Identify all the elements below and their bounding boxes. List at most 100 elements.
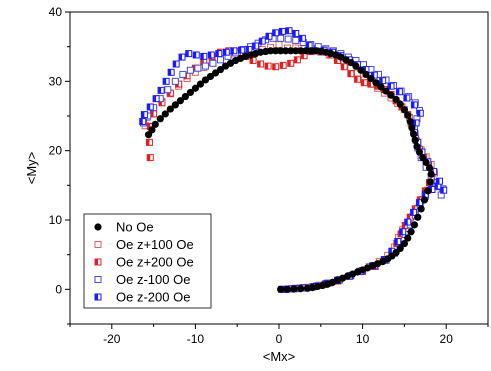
data-point bbox=[396, 100, 404, 108]
data-point bbox=[206, 72, 215, 81]
legend-marker bbox=[94, 293, 102, 301]
data-point bbox=[427, 170, 435, 178]
data-point bbox=[394, 237, 402, 245]
data-point bbox=[372, 79, 380, 87]
data-point bbox=[216, 65, 225, 74]
y-tick-label: 20 bbox=[49, 144, 63, 158]
data-point bbox=[277, 34, 285, 42]
legend: No Oe Oe z+100 Oe Oe z+200 Oe Oe z-100 Oe Oe… bbox=[83, 213, 212, 309]
data-point bbox=[207, 51, 215, 59]
data-point bbox=[167, 68, 175, 76]
data-point bbox=[191, 84, 199, 92]
data-point bbox=[201, 62, 209, 70]
data-point bbox=[146, 154, 154, 162]
data-point bbox=[186, 88, 194, 97]
legend-label: Oe z-100 Oe bbox=[116, 272, 190, 287]
data-point bbox=[387, 91, 395, 99]
y-tick-label: 10 bbox=[49, 213, 63, 227]
data-point bbox=[411, 136, 419, 144]
data-point bbox=[404, 218, 412, 226]
data-point bbox=[290, 285, 298, 293]
y-tick-label: 40 bbox=[49, 5, 63, 19]
data-point bbox=[194, 64, 202, 72]
legend-label: Oe z+200 Oe bbox=[116, 255, 194, 270]
data-point bbox=[221, 62, 230, 70]
data-point bbox=[196, 80, 205, 88]
data-point bbox=[400, 106, 408, 114]
data-point bbox=[403, 94, 411, 102]
data-point bbox=[287, 59, 295, 67]
data-point bbox=[292, 47, 300, 55]
data-point bbox=[340, 63, 348, 71]
data-point bbox=[181, 92, 189, 101]
y-tick-label: 0 bbox=[55, 282, 62, 296]
data-point bbox=[277, 285, 285, 293]
data-point bbox=[275, 41, 283, 49]
data-point bbox=[151, 120, 159, 128]
data-point bbox=[297, 285, 305, 293]
data-point bbox=[419, 154, 427, 162]
y-tick-label: 30 bbox=[49, 74, 63, 88]
data-point bbox=[362, 70, 370, 78]
legend-label: Oe z+100 Oe bbox=[116, 237, 194, 252]
x-tick-label: -10 bbox=[187, 332, 205, 346]
data-point bbox=[283, 285, 291, 293]
legend-label: No Oe bbox=[116, 220, 154, 235]
x-axis: -20 -10 0 10 20 bbox=[69, 324, 489, 346]
data-point bbox=[185, 50, 193, 58]
data-point bbox=[404, 234, 412, 242]
data-point bbox=[257, 60, 265, 68]
legend-marker bbox=[94, 241, 102, 248]
data-point bbox=[408, 124, 416, 132]
data-point bbox=[215, 50, 223, 58]
data-point bbox=[424, 187, 432, 195]
data-point bbox=[264, 62, 272, 70]
data-point bbox=[178, 53, 186, 61]
data-point bbox=[377, 83, 385, 91]
data-point bbox=[395, 88, 403, 96]
x-tick-label: 10 bbox=[356, 332, 370, 346]
legend-label: Oe z-200 Oe bbox=[116, 290, 190, 305]
data-point bbox=[400, 239, 408, 248]
data-point bbox=[414, 213, 422, 221]
data-point bbox=[166, 105, 174, 113]
data-point bbox=[156, 115, 164, 123]
x-tick-label: 0 bbox=[276, 332, 283, 346]
data-point bbox=[440, 186, 448, 194]
data-point bbox=[404, 111, 412, 119]
data-point bbox=[426, 178, 434, 186]
data-point bbox=[387, 82, 395, 90]
data-point bbox=[367, 74, 375, 83]
data-point bbox=[285, 27, 293, 35]
data-point bbox=[171, 77, 179, 85]
data-point bbox=[265, 32, 273, 40]
data-point bbox=[179, 70, 187, 78]
data-point bbox=[417, 205, 425, 213]
legend-marker bbox=[94, 258, 102, 266]
x-axis-title: <Mx> bbox=[263, 349, 296, 364]
data-point bbox=[176, 97, 184, 105]
data-point bbox=[352, 62, 360, 70]
data-point bbox=[407, 228, 415, 236]
data-point bbox=[146, 103, 154, 111]
data-point bbox=[354, 75, 362, 83]
series-0 bbox=[144, 47, 435, 293]
data-point bbox=[410, 101, 418, 109]
data-point bbox=[200, 52, 208, 60]
data-point bbox=[396, 244, 404, 253]
data-point bbox=[392, 95, 400, 103]
data-point bbox=[152, 95, 160, 103]
data-point bbox=[211, 69, 220, 77]
y-axis-title: <My> bbox=[24, 152, 39, 185]
data-point bbox=[201, 76, 210, 84]
data-point bbox=[282, 47, 290, 55]
data-point bbox=[287, 47, 295, 55]
data-point bbox=[298, 34, 306, 42]
x-tick-label: -20 bbox=[103, 332, 121, 346]
data-point bbox=[293, 56, 301, 64]
data-point bbox=[186, 66, 194, 74]
legend-marker bbox=[94, 223, 102, 231]
data-point bbox=[297, 47, 305, 55]
data-point bbox=[399, 228, 407, 236]
data-point bbox=[312, 47, 320, 55]
